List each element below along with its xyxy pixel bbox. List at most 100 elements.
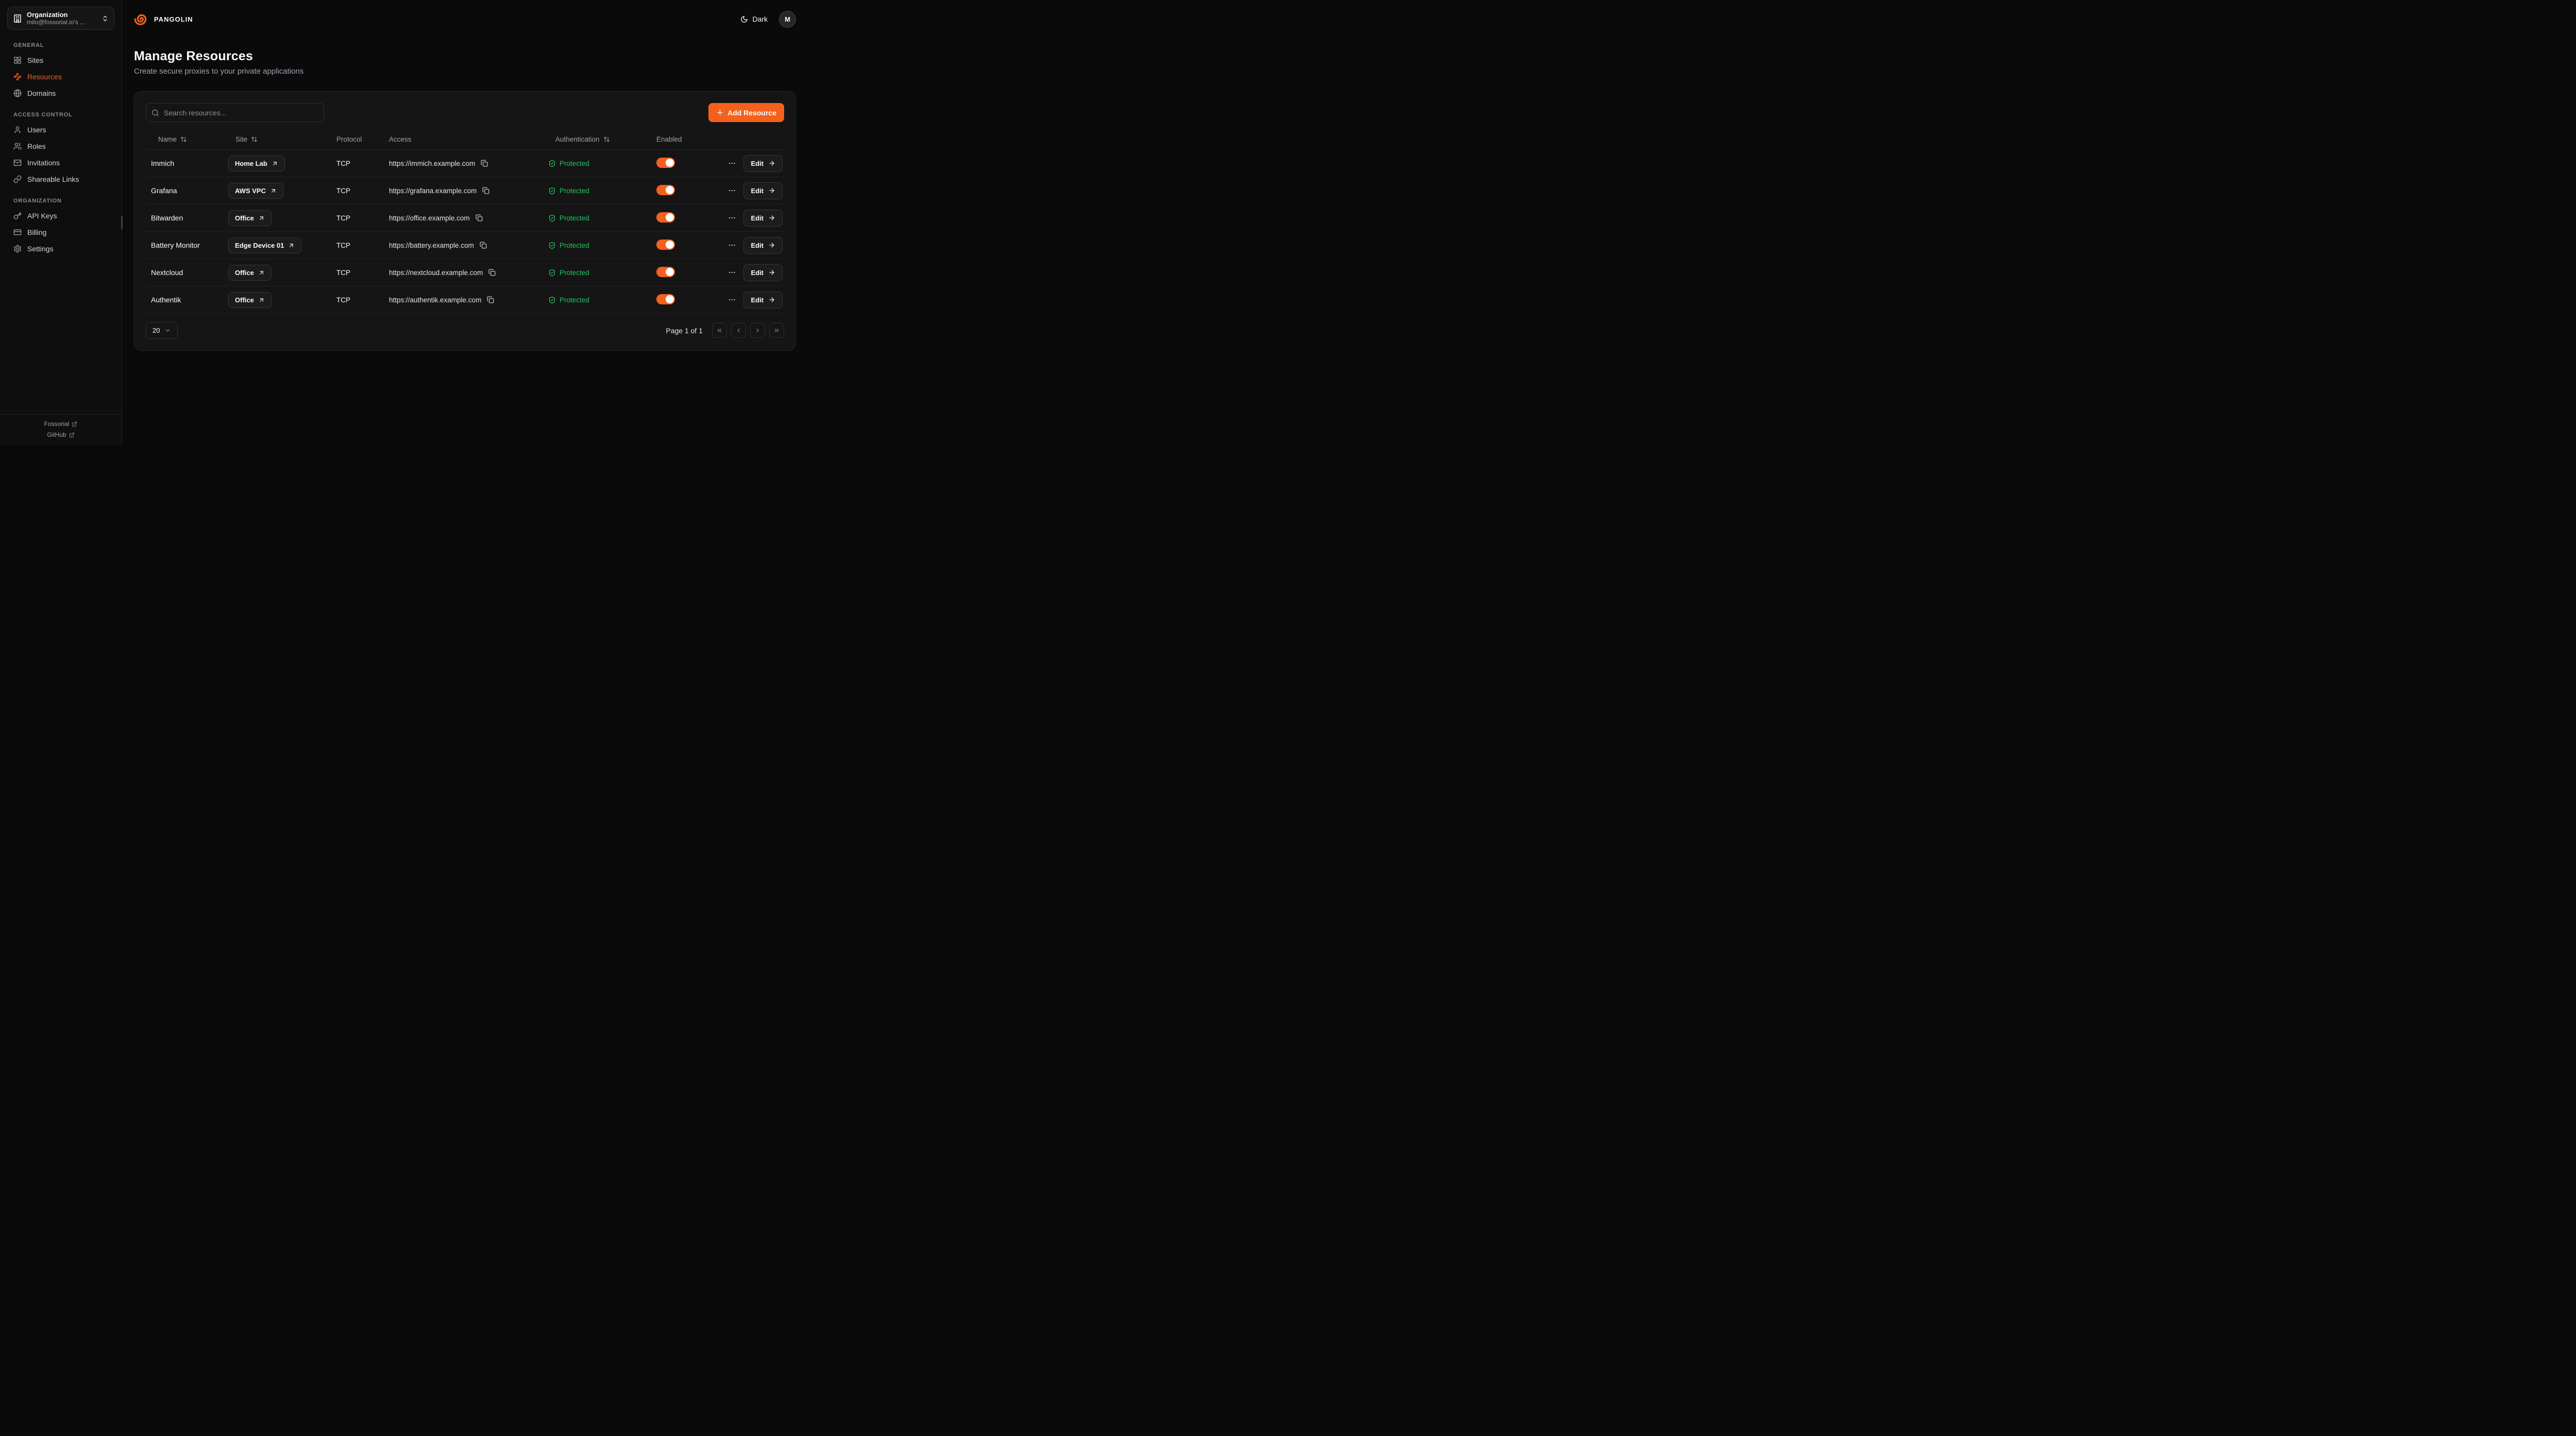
chevron-right-icon [754, 327, 761, 334]
toggle-knob [666, 267, 674, 276]
site-link-button[interactable]: Home Lab [228, 155, 285, 172]
footer-link-github[interactable]: GitHub [47, 431, 74, 438]
sidebar-item-settings[interactable]: Settings [0, 241, 122, 257]
resource-protocol: TCP [336, 268, 350, 277]
sidebar-item-api-keys[interactable]: API Keys [0, 208, 122, 224]
sidebar-item-resources[interactable]: Resources [0, 69, 122, 85]
page-size-value: 20 [152, 327, 160, 334]
pagination-last-button[interactable] [769, 323, 784, 338]
page-subtitle: Create secure proxies to your private ap… [134, 67, 304, 76]
page-size-select[interactable]: 20 [146, 322, 178, 339]
table-row: Battery Monitor Edge Device 01 TCP https://… [146, 232, 784, 259]
sidebar-item-invitations[interactable]: Invitations [0, 155, 122, 171]
table-row: Nextcloud Office TCP https://nextcloud.exam… [146, 259, 784, 286]
site-link-button[interactable]: Office [228, 210, 272, 226]
sidebar-item-users[interactable]: Users [0, 122, 122, 138]
edit-button[interactable]: Edit [743, 291, 783, 309]
footer-link-label: GitHub [47, 431, 66, 438]
org-selector[interactable]: Organization milo@fossorial.io's ... [7, 7, 114, 30]
resource-name: Grafana [151, 186, 177, 195]
brand-logo-link[interactable]: PANGOLIN [134, 11, 193, 27]
add-resource-label: Add Resource [727, 108, 776, 117]
arrow-up-right-icon [258, 269, 265, 276]
footer-link-fossorial[interactable]: Fossorial [44, 420, 78, 428]
sidebar-resize-handle[interactable] [121, 216, 123, 229]
resources-table: Name Site Protocol Access Authenticati [146, 129, 784, 314]
site-name: Office [235, 214, 254, 222]
resource-protocol: TCP [336, 159, 350, 167]
row-menu-button[interactable] [726, 239, 738, 251]
topbar-right: Dark M [740, 10, 796, 28]
ellipsis-icon [728, 214, 736, 222]
enabled-toggle[interactable] [656, 294, 675, 304]
column-header-name[interactable]: Name [146, 135, 228, 143]
row-menu-button[interactable] [726, 266, 738, 279]
page-title: Manage Resources [134, 49, 253, 63]
pagination-first-button[interactable] [712, 323, 727, 338]
copy-icon [487, 296, 494, 303]
site-link-button[interactable]: Edge Device 01 [228, 237, 302, 253]
sidebar-item-shareable-links[interactable]: Shareable Links [0, 171, 122, 187]
edit-button[interactable]: Edit [743, 182, 783, 199]
nav-section-label: GENERAL [13, 42, 44, 48]
organization-icon [13, 14, 22, 23]
enabled-toggle[interactable] [656, 212, 675, 223]
copy-url-button[interactable] [479, 241, 488, 250]
edit-button[interactable]: Edit [743, 209, 783, 227]
edit-button[interactable]: Edit [743, 236, 783, 254]
edit-label: Edit [751, 296, 764, 304]
edit-button[interactable]: Edit [743, 264, 783, 281]
column-label: Enabled [656, 135, 682, 143]
copy-icon [482, 187, 489, 194]
search-input[interactable] [146, 103, 324, 122]
copy-icon [480, 242, 487, 249]
nav-item-label: Invitations [27, 159, 60, 167]
main-content: PANGOLIN Dark M Manage Resources Create … [122, 0, 808, 445]
sidebar-item-billing[interactable]: Billing [0, 224, 122, 241]
shield-check-icon [548, 296, 556, 304]
table-header: Name Site Protocol Access Authenticati [146, 129, 784, 150]
table-body: Immich Home Lab TCP https://immich.example.… [146, 150, 784, 314]
enabled-toggle[interactable] [656, 157, 675, 168]
nav-item-label: Billing [27, 228, 47, 236]
row-menu-button[interactable] [726, 294, 738, 306]
site-link-button[interactable]: Office [228, 264, 272, 281]
row-menu-button[interactable] [726, 212, 738, 224]
toggle-knob [666, 185, 674, 194]
sidebar-item-sites[interactable]: Sites [0, 52, 122, 69]
add-resource-button[interactable]: Add Resource [708, 103, 784, 122]
copy-url-button[interactable] [487, 268, 497, 277]
external-link-icon [69, 432, 75, 438]
edit-button[interactable]: Edit [743, 155, 783, 172]
avatar[interactable]: M [779, 10, 796, 28]
pagination-next-button[interactable] [750, 323, 765, 338]
nav-section-label: ACCESS CONTROL [13, 112, 73, 118]
pagination-buttons [712, 323, 784, 338]
resource-url: https://grafana.example.com [389, 186, 477, 195]
nav-item-label: Resources [27, 73, 62, 81]
row-menu-button[interactable] [726, 157, 738, 169]
enabled-toggle[interactable] [656, 266, 675, 277]
resource-url: https://nextcloud.example.com [389, 268, 483, 277]
auth-status: Protected [560, 186, 589, 195]
settings-gear-icon [13, 245, 22, 253]
column-header-authentication[interactable]: Authentication [548, 135, 656, 143]
copy-url-button[interactable] [486, 295, 495, 304]
copy-url-button[interactable] [474, 213, 484, 223]
pagination-prev-button[interactable] [731, 323, 746, 338]
column-header-site[interactable]: Site [228, 135, 336, 143]
enabled-toggle[interactable] [656, 184, 675, 195]
copy-url-button[interactable] [481, 186, 490, 195]
row-menu-button[interactable] [726, 184, 738, 197]
arrow-up-right-icon [272, 160, 278, 167]
enabled-toggle[interactable] [656, 239, 675, 250]
sidebar-item-roles[interactable]: Roles [0, 138, 122, 155]
site-link-button[interactable]: Office [228, 292, 272, 308]
site-link-button[interactable]: AWS VPC [228, 182, 283, 199]
auth-status: Protected [560, 241, 589, 249]
column-label: Authentication [555, 135, 600, 143]
copy-url-button[interactable] [480, 159, 489, 168]
sidebar-item-domains[interactable]: Domains [0, 85, 122, 101]
shield-check-icon [548, 160, 556, 167]
theme-toggle[interactable]: Dark [740, 15, 768, 23]
